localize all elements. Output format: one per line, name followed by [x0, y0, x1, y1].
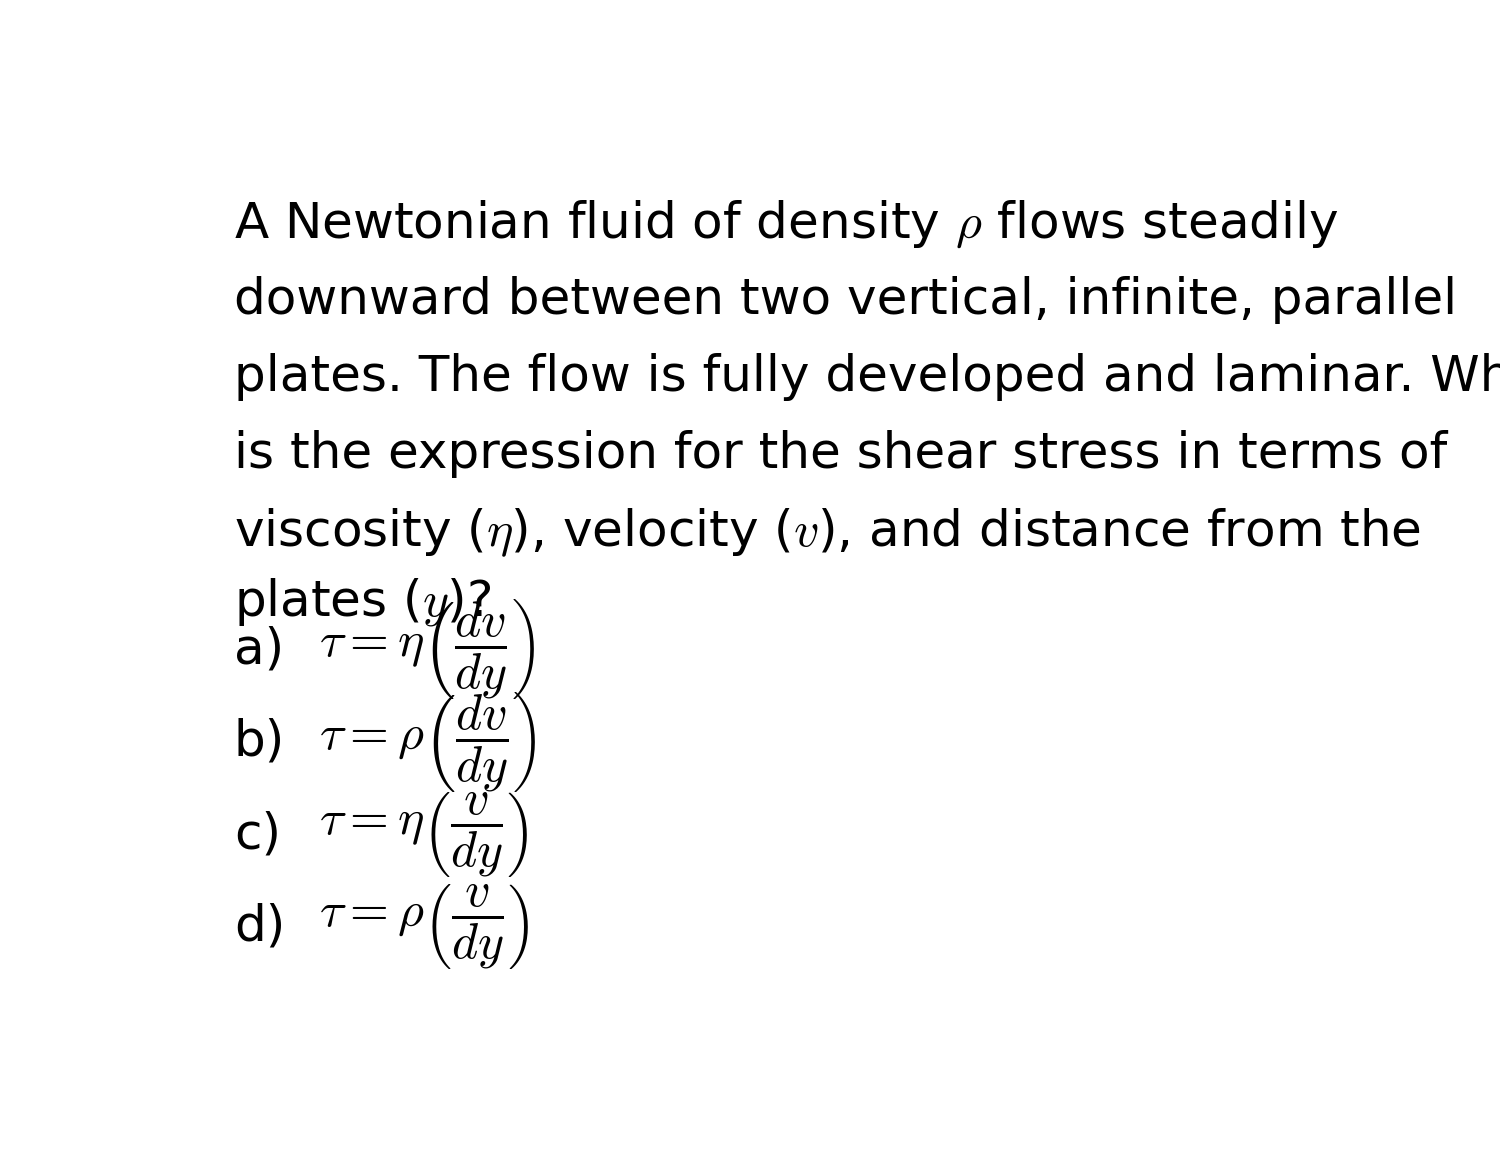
- Text: a): a): [234, 626, 284, 674]
- Text: $\tau = \eta \left( \dfrac{dv}{dy} \right)$: $\tau = \eta \left( \dfrac{dv}{dy} \righ…: [320, 597, 536, 701]
- Text: c): c): [234, 810, 280, 858]
- Text: $\tau = \eta \left( \dfrac{v}{dy} \right)$: $\tau = \eta \left( \dfrac{v}{dy} \right…: [320, 789, 530, 878]
- Text: viscosity ($\eta$), velocity ($v$), and distance from the: viscosity ($\eta$), velocity ($v$), and …: [234, 507, 1420, 560]
- Text: $\tau = \rho \left( \dfrac{dv}{dy} \right)$: $\tau = \rho \left( \dfrac{dv}{dy} \righ…: [320, 689, 537, 794]
- Text: plates ($y$)?: plates ($y$)?: [234, 576, 490, 628]
- Text: $\tau = \rho \left( \dfrac{v}{dy} \right)$: $\tau = \rho \left( \dfrac{v}{dy} \right…: [320, 882, 530, 971]
- Text: downward between two vertical, infinite, parallel: downward between two vertical, infinite,…: [234, 276, 1456, 323]
- Text: is the expression for the shear stress in terms of: is the expression for the shear stress i…: [234, 430, 1448, 477]
- Text: d): d): [234, 902, 285, 950]
- Text: plates. The flow is fully developed and laminar. What: plates. The flow is fully developed and …: [234, 353, 1500, 401]
- Text: b): b): [234, 717, 285, 766]
- Text: A Newtonian fluid of density $\rho$ flows steadily: A Newtonian fluid of density $\rho$ flow…: [234, 199, 1338, 250]
